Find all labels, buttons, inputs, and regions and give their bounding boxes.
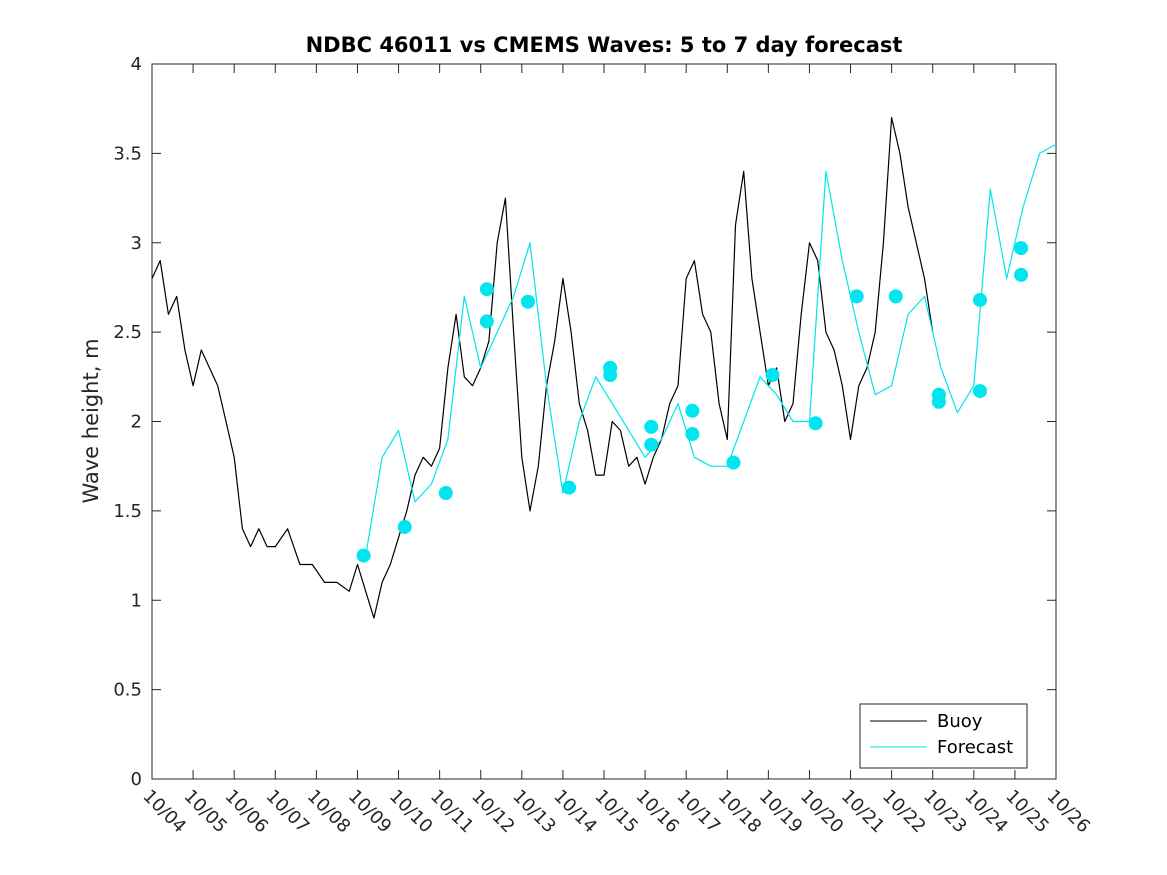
forecast-marker (397, 519, 412, 534)
y-tick-label: 2.5 (113, 322, 142, 343)
forecast-marker (1014, 267, 1029, 282)
y-axis-label: Wave height, m (79, 338, 103, 503)
forecast-marker (972, 292, 987, 307)
forecast-marker (888, 289, 903, 304)
forecast-marker (438, 486, 453, 500)
axes-box (151, 63, 1057, 780)
forecast-marker (685, 403, 700, 418)
y-tick-label: 4 (131, 54, 142, 75)
forecast-marker (1014, 241, 1029, 256)
forecast-marker (931, 387, 946, 402)
forecast-marker (685, 427, 700, 442)
legend-forecast-label: Forecast (937, 737, 1013, 758)
forecast-marker (808, 416, 823, 431)
forecast-marker (972, 384, 987, 399)
series-buoy-line (151, 117, 934, 619)
legend: Buoy Forecast (859, 703, 1028, 769)
forecast-marker (765, 368, 780, 383)
forecast-marker (603, 368, 618, 383)
forecast-marker (644, 437, 659, 452)
forecast-marker (520, 294, 535, 309)
forecast-marker (726, 455, 741, 470)
y-tick-label: 2 (131, 412, 142, 433)
forecast-markers (356, 241, 1029, 563)
series-layer (151, 117, 1057, 619)
series-forecast-line (365, 143, 1057, 556)
forecast-marker (479, 314, 494, 329)
forecast-marker (849, 289, 864, 304)
y-tick-label: 1.5 (113, 501, 142, 522)
legend-box (859, 703, 1028, 769)
y-axis: 0 0.5 1 1.5 2 2.5 3 3.5 4 (113, 54, 1056, 790)
forecast-marker (479, 282, 494, 297)
plot-area (151, 63, 1057, 780)
y-tick-label: 3 (131, 233, 142, 254)
forecast-marker (356, 548, 371, 563)
chart-title: NDBC 46011 vs CMEMS Waves: 5 to 7 day fo… (306, 33, 903, 57)
legend-buoy-label: Buoy (937, 711, 983, 732)
y-tick-label: 1 (131, 590, 142, 611)
y-tick-label: 3.5 (113, 143, 142, 164)
forecast-marker (644, 419, 659, 434)
y-tick-label: 0 (131, 769, 142, 790)
forecast-marker (562, 480, 577, 495)
y-tick-label: 0.5 (113, 680, 142, 701)
